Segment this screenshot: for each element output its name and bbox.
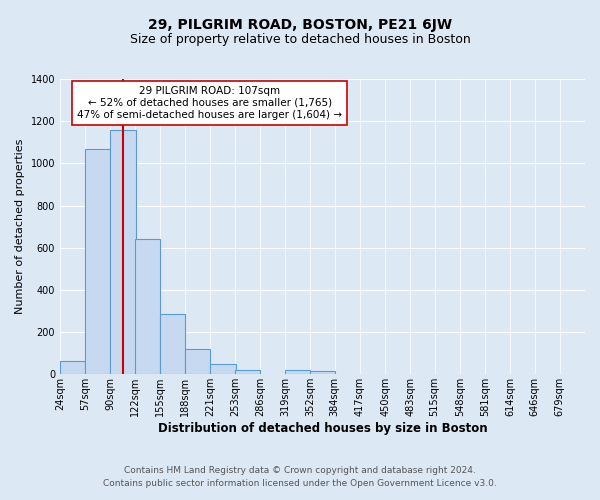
Bar	[211, 364, 236, 374]
Bar	[235, 370, 260, 374]
Bar	[135, 240, 160, 374]
X-axis label: Distribution of detached houses by size in Boston: Distribution of detached houses by size …	[158, 422, 487, 435]
Bar	[110, 130, 136, 374]
Bar	[185, 349, 211, 374]
Bar	[310, 371, 335, 374]
Text: Size of property relative to detached houses in Boston: Size of property relative to detached ho…	[130, 32, 470, 46]
Bar	[285, 370, 310, 374]
Text: 29, PILGRIM ROAD, BOSTON, PE21 6JW: 29, PILGRIM ROAD, BOSTON, PE21 6JW	[148, 18, 452, 32]
Bar	[85, 148, 110, 374]
Text: 29 PILGRIM ROAD: 107sqm
← 52% of detached houses are smaller (1,765)
47% of semi: 29 PILGRIM ROAD: 107sqm ← 52% of detache…	[77, 86, 342, 120]
Bar	[60, 360, 85, 374]
Text: Contains HM Land Registry data © Crown copyright and database right 2024.
Contai: Contains HM Land Registry data © Crown c…	[103, 466, 497, 487]
Y-axis label: Number of detached properties: Number of detached properties	[15, 139, 25, 314]
Bar	[160, 314, 185, 374]
